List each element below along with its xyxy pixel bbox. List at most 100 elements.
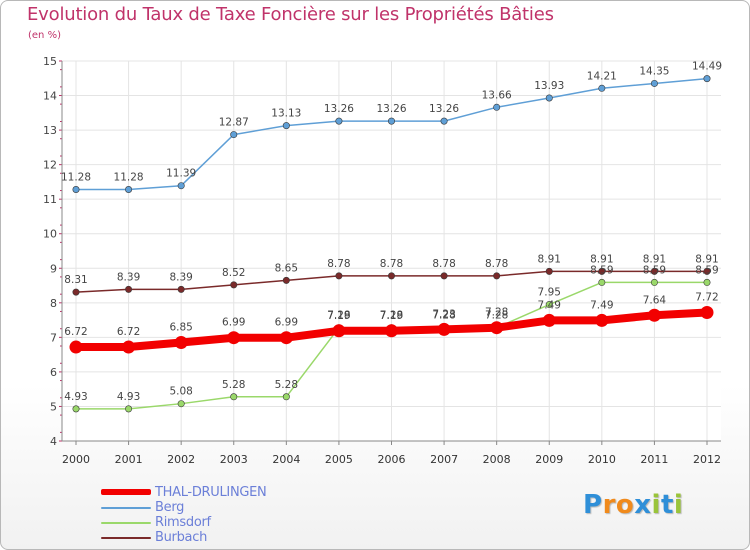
legend-swatch-rimsdorf (101, 522, 151, 524)
data-label-rimsdorf: 7.28 (327, 310, 350, 322)
data-point-rimsdorf (72, 405, 80, 413)
data-label-thal-drulingen: 7.19 (327, 310, 350, 322)
data-point-thal-drulingen (385, 324, 398, 338)
data-label-thal-drulingen: 7.49 (538, 299, 561, 311)
data-point-berg (230, 131, 238, 139)
data-label-thal-drulingen: 7.49 (590, 299, 613, 311)
data-point-rimsdorf (230, 393, 238, 401)
x-tick-label: 2008 (483, 453, 511, 466)
data-label-berg: 13.26 (429, 103, 459, 115)
logo-letter: o (615, 490, 635, 520)
y-tick-label: 4 (50, 435, 57, 448)
data-point-berg (545, 94, 553, 102)
data-point-berg (650, 79, 658, 87)
data-label-thal-drulingen: 7.23 (432, 308, 455, 320)
data-label-berg: 13.26 (324, 103, 354, 115)
data-label-burbach: 8.31 (64, 274, 87, 286)
data-point-burbach (387, 272, 395, 280)
data-label-burbach: 8.91 (590, 253, 613, 265)
data-label-berg: 12.87 (219, 117, 249, 129)
x-tick-label: 2006 (378, 453, 406, 466)
legend-item-thal-drulingen: THAL-DRULINGEN (101, 485, 401, 500)
data-label-thal-drulingen: 7.28 (485, 307, 508, 319)
x-tick-label: 2004 (272, 453, 300, 466)
legend-swatch-burbach (101, 537, 151, 539)
data-label-berg: 11.28 (114, 172, 144, 184)
legend-item-berg: Berg (101, 500, 401, 515)
y-tick-label: 11 (43, 193, 57, 206)
data-point-burbach (650, 267, 658, 275)
legend-label-rimsdorf: Rimsdorf (155, 515, 211, 530)
data-point-burbach (125, 285, 133, 293)
data-label-rimsdorf: 5.28 (222, 379, 245, 391)
data-label-burbach: 8.78 (432, 258, 455, 270)
data-point-thal-drulingen (227, 331, 241, 345)
chart-title: Evolution du Taux de Taxe Foncière sur l… (27, 4, 554, 25)
data-label-rimsdorf: 8.59 (590, 264, 613, 276)
x-tick-label: 2001 (115, 453, 143, 466)
data-point-rimsdorf (282, 393, 290, 401)
legend-item-burbach: Burbach (101, 530, 401, 545)
legend-item-rimsdorf: Rimsdorf (101, 515, 401, 530)
data-point-berg (335, 117, 343, 125)
legend-swatch-berg (101, 507, 151, 509)
y-tick-label: 5 (50, 400, 57, 413)
data-point-thal-drulingen (122, 340, 136, 354)
data-point-rimsdorf (125, 405, 133, 413)
x-tick-label: 2000 (62, 453, 90, 466)
data-point-berg (125, 186, 133, 194)
data-label-thal-drulingen: 7.64 (643, 294, 667, 306)
logo-letter: r (602, 490, 616, 520)
data-point-berg (282, 122, 290, 130)
data-label-berg: 13.93 (534, 80, 564, 92)
x-tick-label: 2009 (535, 453, 563, 466)
data-point-berg (72, 186, 80, 194)
data-point-thal-drulingen (647, 308, 661, 322)
data-label-thal-drulingen: 6.72 (117, 326, 140, 338)
data-label-rimsdorf: 7.28 (485, 310, 508, 322)
data-point-thal-drulingen (332, 324, 346, 338)
data-label-berg: 11.28 (61, 172, 91, 184)
legend-label-berg: Berg (155, 500, 185, 515)
y-tick-label: 13 (43, 124, 57, 137)
data-point-rimsdorf (703, 278, 711, 286)
x-tick-label: 2010 (588, 453, 616, 466)
data-label-burbach: 8.91 (643, 253, 666, 265)
data-label-rimsdorf: 7.95 (538, 287, 561, 299)
data-point-berg (387, 117, 395, 125)
data-label-berg: 14.35 (639, 65, 669, 77)
logo-letter: t (660, 490, 674, 520)
x-tick-label: 2003 (220, 453, 248, 466)
data-label-berg: 14.21 (587, 70, 617, 82)
data-label-thal-drulingen: 7.19 (380, 310, 403, 322)
y-tick-label: 10 (43, 228, 57, 241)
data-label-burbach: 8.78 (380, 258, 403, 270)
data-label-thal-drulingen: 6.99 (222, 317, 245, 329)
data-label-thal-drulingen: 6.99 (275, 317, 298, 329)
data-label-rimsdorf: 4.93 (64, 391, 87, 403)
data-point-thal-drulingen (490, 321, 504, 335)
data-label-rimsdorf: 8.59 (643, 264, 666, 276)
data-label-rimsdorf: 7.28 (432, 310, 455, 322)
x-tick-label: 2005 (325, 453, 353, 466)
data-point-burbach (703, 267, 711, 275)
legend-swatch-thal-drulingen (101, 489, 151, 495)
proxiti-logo: Proxiti (583, 490, 683, 520)
data-point-thal-drulingen (437, 322, 451, 336)
data-label-berg: 14.49 (692, 61, 722, 73)
data-point-burbach (493, 272, 501, 280)
logo-letter: x (634, 490, 652, 520)
data-label-burbach: 8.91 (538, 253, 561, 265)
data-point-rimsdorf (598, 278, 606, 286)
data-label-thal-drulingen: 6.85 (169, 322, 192, 334)
x-tick-label: 2011 (640, 453, 668, 466)
data-label-burbach: 8.91 (695, 253, 718, 265)
legend-label-thal-drulingen: THAL-DRULINGEN (155, 485, 267, 500)
data-point-burbach (72, 288, 80, 296)
data-label-thal-drulingen: 6.72 (64, 326, 87, 338)
data-label-burbach: 8.39 (169, 271, 192, 283)
x-tick-label: 2007 (430, 453, 458, 466)
data-label-burbach: 8.52 (222, 267, 245, 279)
data-label-rimsdorf: 4.93 (117, 391, 140, 403)
data-label-berg: 13.66 (482, 89, 512, 101)
